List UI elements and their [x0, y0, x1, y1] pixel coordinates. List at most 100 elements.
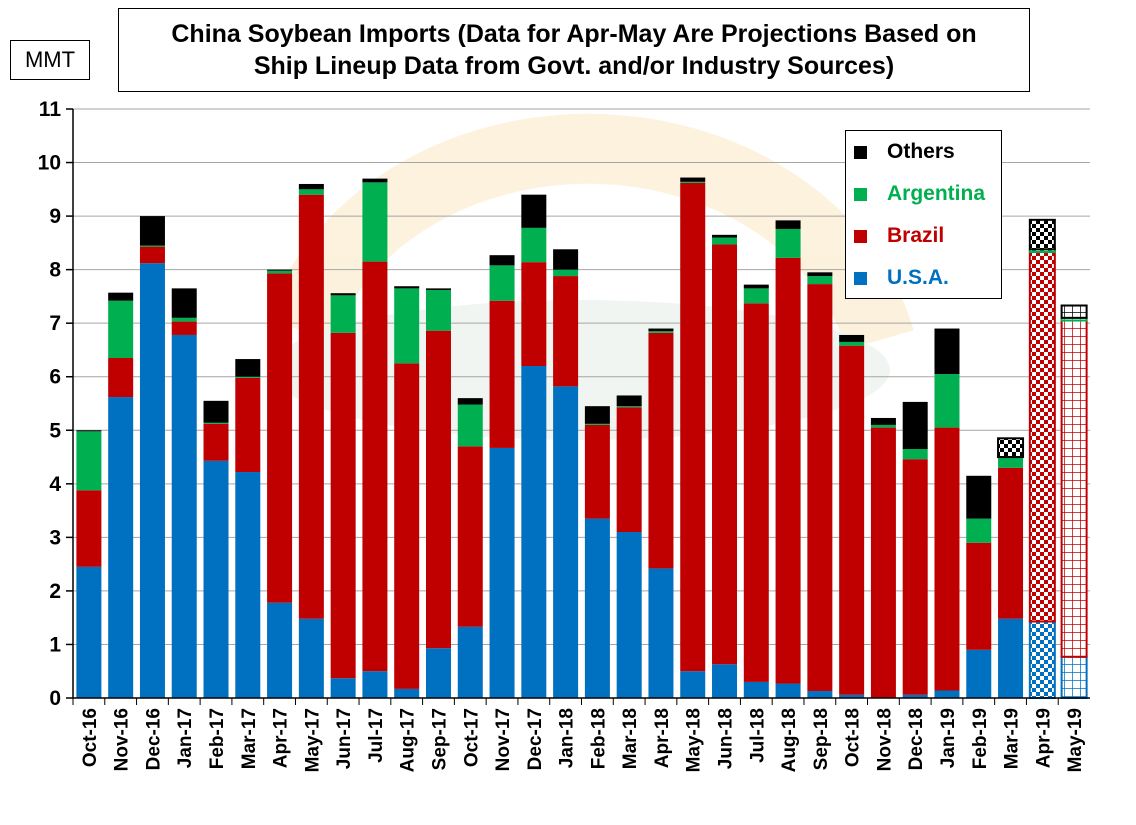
x-tick-label: May-17 [302, 708, 323, 772]
bar-argentina-Feb-18 [584, 423, 610, 425]
bar-others-Apr-19 [1028, 218, 1056, 251]
bar-usa-Feb-18 [584, 518, 610, 698]
y-tick-label: 6 [49, 366, 61, 389]
bar-others-Jan-17 [171, 288, 197, 318]
bar-usa-Jun-18 [712, 664, 738, 698]
y-tick-label: 8 [49, 259, 61, 282]
bar-others-Feb-18 [584, 406, 610, 424]
legend-label: Argentina [887, 182, 986, 205]
bar-others-Nov-16 [108, 292, 134, 301]
bar-usa-Jan-17 [171, 334, 197, 698]
bar-usa-Jan-18 [553, 386, 579, 698]
bar-others-Jun-18 [712, 234, 738, 238]
bar-others-Jul-18 [743, 284, 769, 289]
legend-swatch [854, 229, 867, 243]
y-tick-label: 9 [49, 205, 61, 228]
bar-brazil-Nov-17 [489, 300, 515, 448]
bar-others-Oct-16 [76, 430, 102, 432]
bar-usa-Jul-18 [743, 681, 769, 698]
bar-argentina-Sep-17 [425, 289, 451, 331]
bar-brazil-Jul-17 [362, 261, 388, 672]
bar-brazil-May-17 [298, 194, 324, 619]
bar-others-Jun-17 [330, 293, 356, 296]
x-tick-label: Aug-18 [779, 708, 800, 772]
x-tick-label: Jul-18 [747, 708, 768, 763]
x-tick-label: May-19 [1065, 708, 1086, 772]
bar-others-Oct-17 [457, 398, 483, 405]
bar-usa-Mar-18 [616, 532, 642, 698]
bar-brazil-Jun-17 [330, 332, 356, 679]
x-tick-label: Mar-19 [1002, 708, 1023, 769]
bar-brazil-Jul-18 [743, 303, 769, 682]
legend-item-brazil: Brazil [854, 224, 944, 248]
bar-brazil-Jan-19 [934, 427, 960, 691]
bar-usa-May-19 [1060, 655, 1088, 700]
bar-argentina-May-18 [680, 181, 706, 183]
bar-usa-Oct-18 [839, 694, 865, 698]
bar-brazil-Feb-19 [966, 542, 992, 650]
x-tick-label: Jun-17 [334, 708, 355, 769]
bar-argentina-Oct-16 [76, 431, 102, 491]
bar-argentina-Nov-17 [489, 265, 515, 301]
bar-brazil-Apr-18 [648, 332, 674, 569]
bar-argentina-Oct-17 [457, 404, 483, 447]
bar-usa-Mar-19 [998, 618, 1024, 698]
bar-brazil-Nov-16 [108, 357, 134, 398]
bar-argentina-Jan-18 [553, 269, 579, 277]
bar-argentina-Nov-16 [108, 300, 134, 358]
bar-brazil-Dec-17 [521, 262, 547, 367]
bar-argentina-Feb-17 [203, 422, 229, 424]
chart-title-line-2: Ship Lineup Data from Govt. and/or Indus… [253, 52, 895, 80]
bar-usa-Dec-16 [139, 263, 165, 698]
x-tick-label: Apr-17 [271, 708, 292, 768]
legend: Others Argentina Brazil U.S.A. [845, 130, 1002, 299]
bar-others-Feb-17 [203, 400, 229, 423]
bar-brazil-Oct-17 [457, 446, 483, 627]
y-tick-label: 10 [38, 152, 61, 175]
bar-usa-Jan-19 [934, 690, 960, 698]
bar-brazil-Oct-18 [839, 345, 865, 695]
bar-brazil-Feb-17 [203, 423, 229, 461]
bar-argentina-Sep-18 [807, 276, 833, 285]
bar-brazil-Jun-18 [712, 244, 738, 665]
bar-brazil-Apr-19 [1028, 250, 1056, 623]
bar-usa-Dec-17 [521, 366, 547, 698]
bar-argentina-Apr-18 [648, 331, 674, 333]
bar-brazil-Nov-18 [870, 427, 896, 698]
bar-usa-May-17 [298, 618, 324, 698]
chart-title: China Soybean Imports (Data for Apr-May … [118, 8, 1030, 92]
x-tick-label: Jan-19 [938, 708, 959, 768]
legend-label: Brazil [887, 224, 945, 247]
legend-swatch [854, 271, 867, 285]
legend-item-usa: U.S.A. [854, 266, 949, 290]
bar-brazil-Sep-17 [425, 330, 451, 649]
x-tick-label: Dec-18 [906, 708, 927, 770]
bar-usa-Nov-17 [489, 447, 515, 698]
x-tick-label: Mar-18 [620, 708, 641, 769]
legend-item-others: Others [854, 140, 955, 164]
legend-label: U.S.A. [887, 266, 949, 289]
bar-others-Dec-16 [139, 216, 165, 246]
bar-argentina-Jul-18 [743, 288, 769, 304]
bar-others-May-19 [1060, 304, 1088, 319]
x-tick-label: Jan-18 [557, 708, 578, 768]
bar-brazil-Jan-18 [553, 276, 579, 387]
bar-others-Apr-18 [648, 328, 674, 332]
bar-others-Oct-18 [839, 334, 865, 342]
bar-argentina-Aug-17 [394, 288, 420, 364]
y-tick-label: 4 [49, 473, 61, 496]
bar-brazil-Aug-17 [394, 363, 420, 689]
bar-others-Feb-19 [966, 475, 992, 519]
bar-argentina-Feb-19 [966, 518, 992, 543]
x-tick-label: May-18 [684, 708, 705, 772]
bar-usa-Dec-18 [902, 694, 928, 698]
x-tick-label: Apr-18 [652, 708, 673, 768]
x-tick-label: Dec-16 [143, 708, 164, 770]
bar-usa-Nov-16 [108, 397, 134, 698]
y-tick-label: 7 [49, 312, 61, 335]
bar-argentina-Dec-18 [902, 449, 928, 460]
bar-others-Aug-18 [775, 220, 801, 229]
x-tick-label: Sep-17 [429, 708, 450, 770]
y-tick-label: 5 [49, 419, 61, 442]
bar-argentina-Jan-19 [934, 374, 960, 428]
